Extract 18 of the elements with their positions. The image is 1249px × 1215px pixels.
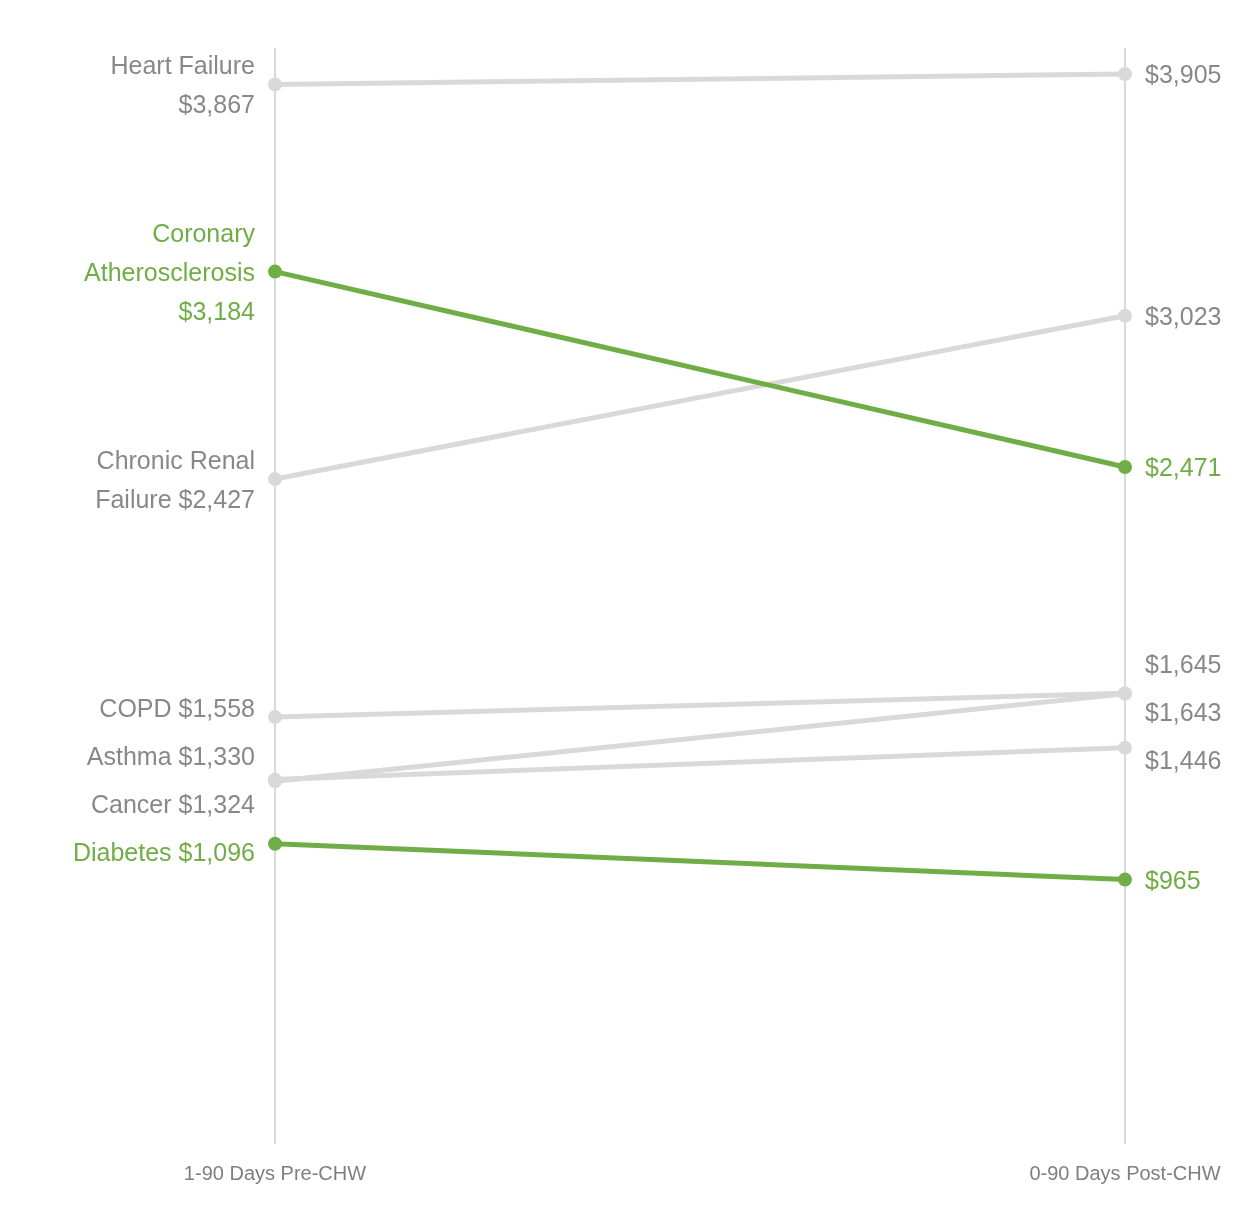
data-label: $2,471 (1145, 452, 1222, 481)
data-label: $965 (1145, 865, 1201, 894)
data-label: $3,905 (1145, 60, 1222, 89)
data-label: $3,867 (178, 89, 255, 118)
text: COPD $1,558 (99, 694, 255, 723)
data-label: $1,643 (1145, 697, 1222, 726)
text: Asthma $1,330 (86, 742, 255, 771)
data-label: $3,023 (1145, 301, 1222, 330)
series-label: Heart Failure (110, 50, 255, 79)
text: Diabetes $1,096 (72, 838, 255, 867)
data-label: $1,446 (1145, 745, 1222, 774)
series-label: Coronary Atherosclerosis (84, 218, 256, 286)
data-label: $1,645 (1145, 649, 1222, 678)
text: Chronic Renal Failure $2,427 (95, 445, 255, 513)
x-tick-label: 1-90 Days Pre-CHW (183, 1162, 367, 1184)
data-label: $3,184 (178, 296, 256, 325)
text: Cancer $1,324 (90, 790, 255, 819)
x-tick-label: 0-90 Days Post-CHW (1029, 1162, 1221, 1184)
